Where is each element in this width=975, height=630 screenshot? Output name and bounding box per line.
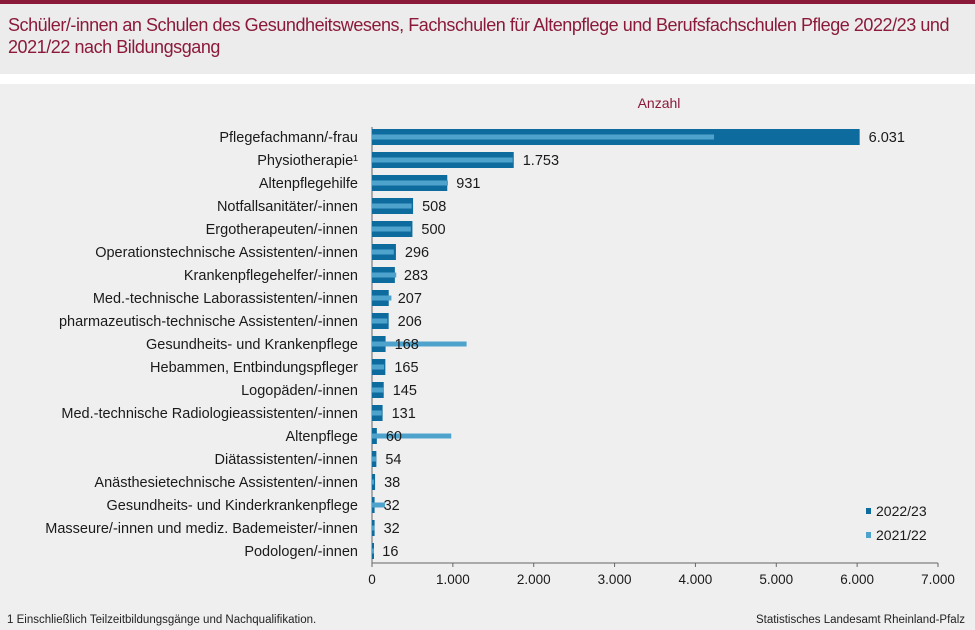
category-label: Hebammen, Entbindungspfleger [150,360,358,376]
category-label: Physiotherapie¹ [257,153,358,169]
data-label: 60 [386,429,402,445]
bar-2021-22 [372,525,375,531]
data-label: 1.753 [523,153,559,169]
category-label: Operationstechnische Assistenten/-innen [95,245,358,261]
source-note: Statistisches Landesamt Rheinland-Pfalz [755,614,965,626]
bar-2021-22 [372,364,385,370]
footnote: 1 Einschließlich Teilzeitbildungsgänge u… [7,614,317,626]
category-label: Altenpflege [285,429,358,445]
data-label: 931 [456,176,480,192]
x-tick-label: 1.000 [436,572,470,587]
bar-2021-22 [372,134,715,140]
data-label: 6.031 [869,130,905,146]
unit-label: Anzahl [638,95,681,111]
page-title: Schüler/-innen an Schulen des Gesundheit… [8,15,950,57]
category-label: Med.-technische Radiologieassistenten/-i… [61,406,358,422]
x-tick-label: 3.000 [598,572,632,587]
bar-2021-22 [372,203,412,209]
x-tick-label: 2.000 [517,572,551,587]
category-label: Ergotherapeuten/-innen [206,222,358,238]
x-tick-label: 0 [368,572,376,587]
bar-2021-22 [372,272,397,278]
data-label: 283 [404,268,428,284]
bar-2021-22 [372,433,452,439]
bar-2021-22 [372,410,382,416]
bar-2021-22 [372,226,411,232]
bar-2021-22 [372,157,513,163]
top-accent-rule [0,0,975,4]
bar-2021-22 [372,502,385,508]
header: Schüler/-innen an Schulen des Gesundheit… [0,4,975,74]
legend-swatch-2022-23 [866,508,871,514]
data-label: 32 [384,498,400,514]
category-label: Masseure/-innen und mediz. Bademeister/-… [45,521,358,537]
bar-2021-22 [372,479,375,485]
data-label: 168 [395,337,419,353]
category-label: Diätassistenten/-innen [215,452,358,468]
x-tick-label: 4.000 [679,572,713,587]
bar-2021-22 [372,295,392,301]
legend-label: 2022/23 [876,503,927,519]
bar-2021-22 [372,341,467,347]
category-label: Logopäden/-innen [241,383,358,399]
bar-2021-22 [372,318,388,324]
data-label: 145 [393,383,417,399]
bar-2021-22 [372,456,377,462]
category-label: Krankenpflegehelfer/-innen [184,268,358,284]
category-label: Altenpflegehilfe [259,176,358,192]
data-label: 165 [394,360,418,376]
data-label: 206 [398,314,422,330]
category-label: pharmazeutisch-technische Assistenten/-i… [59,314,358,330]
category-label: Gesundheits- und Kinderkrankenpflege [107,498,359,514]
category-label: Med.-technische Laborassistenten/-innen [93,291,358,307]
data-label: 500 [421,222,445,238]
bar-2021-22 [372,249,394,255]
category-label: Pflegefachmann/-frau [219,130,358,146]
category-label: Anästhesietechnische Assistenten/-innen [94,475,358,491]
bar-2021-22 [372,387,384,393]
data-label: 508 [422,199,446,215]
data-label: 131 [392,406,416,422]
legend-label: 2021/22 [876,527,927,543]
data-label: 38 [384,475,400,491]
data-label: 296 [405,245,429,261]
bar-chart: Anzahl 0 1.000 2.000 3.000 4.000 5.000 6.000 7.0… [45,95,955,587]
data-label: 32 [384,521,400,537]
title-separator [0,74,975,84]
x-tick-label: 5.000 [759,572,793,587]
category-label: Notfallsanitäter/-innen [217,199,358,215]
category-label: Podologen/-innen [244,544,358,560]
category-label: Gesundheits- und Krankenpflege [146,337,358,353]
bar-2021-22 [372,548,374,554]
x-tick-label: 7.000 [921,572,955,587]
bar-2021-22 [372,180,449,186]
legend-swatch-2021-22 [866,532,871,538]
x-tick-label: 6.000 [840,572,874,587]
data-label: 54 [385,452,401,468]
data-label: 207 [398,291,422,307]
data-label: 16 [382,544,398,560]
